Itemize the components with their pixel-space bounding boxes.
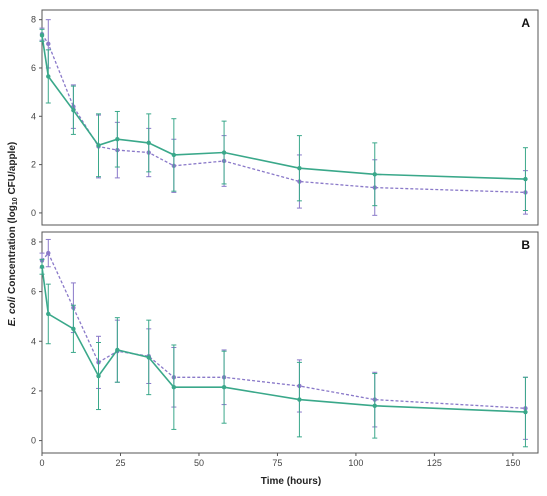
y-tick-label: 8 [31, 15, 36, 25]
data-point [523, 176, 528, 182]
series-dashed [39, 19, 528, 216]
data-point [96, 143, 101, 148]
data-point [71, 326, 76, 332]
x-tick-label: 150 [505, 458, 520, 468]
data-point [221, 150, 227, 155]
y-tick-label: 2 [31, 160, 36, 170]
data-point [221, 384, 227, 390]
panel-tag: A [521, 16, 530, 30]
data-point [146, 140, 151, 146]
panel-frame [41, 9, 539, 226]
series-line [41, 33, 526, 194]
x-tick-label: 75 [272, 458, 282, 468]
series-solid [39, 28, 528, 212]
y-tick-label: 4 [31, 336, 36, 346]
y-tick-label: 2 [31, 386, 36, 396]
x-axis-title: Time (hours) [261, 476, 321, 487]
y-tick-label: 4 [31, 111, 36, 121]
data-point [46, 311, 51, 317]
y-tick-label: 6 [31, 287, 36, 297]
y-tick-label: 8 [31, 237, 36, 247]
series-line [41, 266, 526, 413]
y-axis-title: E. coli Concentration (log10 CFU/apple) [7, 142, 19, 326]
panel-tag: B [521, 238, 530, 252]
panel-b: 0 2 4 6 8 B [31, 231, 539, 454]
data-point [523, 409, 528, 415]
data-point [297, 166, 302, 171]
y-tick-label: 6 [31, 63, 36, 73]
x-tick-label: 100 [348, 458, 363, 468]
panel-frame [41, 231, 539, 454]
y-axis-title-main: Concentration (log [7, 205, 18, 297]
x-tick-label: 50 [194, 458, 204, 468]
data-point [71, 108, 76, 113]
y-tick-label: 0 [31, 208, 36, 218]
data-point [146, 355, 151, 360]
y-axis-title-unit: CFU/apple) [7, 142, 18, 198]
series-line [41, 251, 526, 409]
x-tick-label: 25 [115, 458, 125, 468]
data-point [171, 384, 177, 390]
data-point [46, 250, 51, 256]
x-axis: 0 25 50 75 100 125 150 [39, 453, 520, 468]
series-solid [39, 258, 528, 448]
data-point [96, 373, 101, 379]
data-point [372, 172, 377, 177]
data-point [39, 33, 45, 38]
x-tick-label: 0 [39, 458, 44, 468]
y-axis-title-subscript: 10 [12, 197, 19, 205]
y-axis-title-organism: E. coli [7, 297, 18, 327]
data-point [46, 41, 51, 47]
data-point [115, 137, 120, 142]
data-point [115, 347, 120, 353]
x-tick-label: 125 [427, 458, 442, 468]
panel-a: 0 2 4 6 8 A [31, 9, 539, 226]
data-point [39, 264, 45, 269]
y-tick-label: 0 [31, 436, 36, 446]
data-point [297, 397, 302, 402]
data-point [171, 152, 177, 158]
data-point [46, 74, 51, 79]
data-point [372, 403, 377, 409]
series-line [41, 35, 526, 180]
